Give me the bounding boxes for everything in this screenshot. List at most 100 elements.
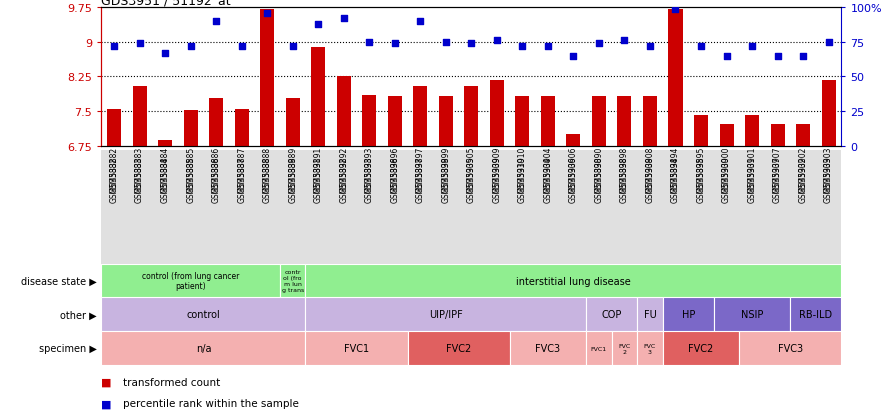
Text: GSM533908: GSM533908 (646, 156, 655, 202)
Point (285, 44, 300, 50)
Text: GSM533892: GSM533892 (339, 156, 348, 202)
Point (107, 44, 121, 50)
Bar (209, 99, 223, 146)
Bar (739, 332, 841, 366)
Text: disease state ▶: disease state ▶ (21, 276, 97, 286)
Text: GSM533902: GSM533902 (798, 156, 808, 202)
Bar (637, 298, 663, 332)
Text: n/a: n/a (196, 344, 211, 354)
Point (337, 16, 351, 23)
Text: FVC2: FVC2 (446, 344, 471, 354)
Bar (586, 298, 637, 332)
Text: FVC
2: FVC 2 (618, 343, 631, 354)
Point (362, 40, 376, 46)
Text: interstitial lung disease: interstitial lung disease (516, 276, 631, 286)
Bar (796, 125, 811, 146)
Text: GDS3951 / 51192_at: GDS3951 / 51192_at (101, 0, 231, 7)
Bar (306, 332, 408, 366)
Bar (637, 332, 663, 366)
Point (618, 38, 632, 45)
Text: GSM533903: GSM533903 (824, 156, 833, 202)
Text: GSM533893: GSM533893 (365, 156, 374, 202)
Bar (101, 332, 306, 366)
Text: ■: ■ (101, 399, 112, 408)
Bar (663, 298, 714, 332)
Text: FVC3: FVC3 (778, 344, 803, 354)
Bar (669, 9, 683, 146)
Bar (388, 97, 402, 146)
Bar (694, 115, 708, 146)
Point (694, 44, 708, 50)
Text: GSM533900: GSM533900 (722, 156, 731, 202)
Point (720, 53, 734, 60)
Text: FVC3: FVC3 (536, 344, 560, 354)
Bar (306, 264, 841, 298)
Text: contr
ol (fro
m lun
g trans: contr ol (fro m lun g trans (282, 270, 304, 292)
Text: GSM533907: GSM533907 (773, 156, 782, 202)
Point (413, 19, 427, 25)
Bar (720, 125, 734, 146)
Text: GSM533882: GSM533882 (109, 156, 119, 202)
Point (439, 40, 453, 46)
Text: specimen ▶: specimen ▶ (39, 344, 97, 354)
Point (490, 38, 504, 45)
Text: GSM533905: GSM533905 (467, 156, 476, 202)
Text: FVC
3: FVC 3 (644, 343, 656, 354)
Text: control: control (187, 310, 220, 320)
Text: GSM533906: GSM533906 (569, 156, 578, 202)
Point (745, 44, 759, 50)
Text: GSM533897: GSM533897 (416, 156, 425, 202)
Bar (337, 77, 351, 146)
Text: percentile rank within the sample: percentile rank within the sample (123, 399, 300, 408)
Text: GSM533894: GSM533894 (671, 156, 680, 202)
Bar (618, 97, 632, 146)
Text: GSM533889: GSM533889 (288, 156, 297, 202)
Text: NSIP: NSIP (741, 310, 763, 320)
Text: GSM533885: GSM533885 (186, 156, 195, 202)
Point (311, 21, 325, 28)
Text: FVC1: FVC1 (591, 346, 607, 351)
Text: GSM533883: GSM533883 (135, 156, 144, 202)
Bar (790, 298, 841, 332)
Text: GSM533884: GSM533884 (160, 156, 170, 202)
Point (234, 44, 248, 50)
Point (132, 41, 146, 47)
Text: FVC1: FVC1 (344, 344, 369, 354)
Bar (490, 81, 504, 146)
Bar (183, 111, 197, 146)
Text: GSM533896: GSM533896 (390, 156, 399, 202)
Text: GSM533890: GSM533890 (595, 156, 603, 202)
Bar (280, 264, 306, 298)
Text: GSM533899: GSM533899 (441, 156, 450, 202)
Point (592, 41, 606, 47)
Bar (439, 97, 453, 146)
Point (643, 44, 657, 50)
Text: GSM533895: GSM533895 (697, 156, 706, 202)
Bar (822, 81, 835, 146)
Point (566, 53, 581, 60)
Bar (663, 332, 739, 366)
Text: GSM533901: GSM533901 (748, 156, 757, 202)
Text: GSM533898: GSM533898 (620, 156, 629, 202)
Text: GSM533887: GSM533887 (237, 156, 246, 202)
Point (822, 40, 836, 46)
Bar (611, 332, 637, 366)
Text: GSM533891: GSM533891 (314, 156, 322, 202)
Bar (158, 140, 172, 146)
Bar (107, 109, 121, 146)
Point (158, 50, 172, 57)
Point (796, 53, 811, 60)
Text: other ▶: other ▶ (60, 310, 97, 320)
Text: ■: ■ (101, 377, 112, 387)
Text: FVC2: FVC2 (688, 344, 714, 354)
Text: GSM533886: GSM533886 (211, 156, 220, 202)
Bar (101, 298, 306, 332)
Bar (413, 86, 427, 146)
Bar (464, 86, 478, 146)
Point (669, 6, 683, 13)
Point (541, 44, 555, 50)
Point (183, 44, 197, 50)
Text: GSM533888: GSM533888 (263, 156, 271, 202)
Bar (541, 97, 555, 146)
Text: GSM533904: GSM533904 (544, 156, 552, 202)
